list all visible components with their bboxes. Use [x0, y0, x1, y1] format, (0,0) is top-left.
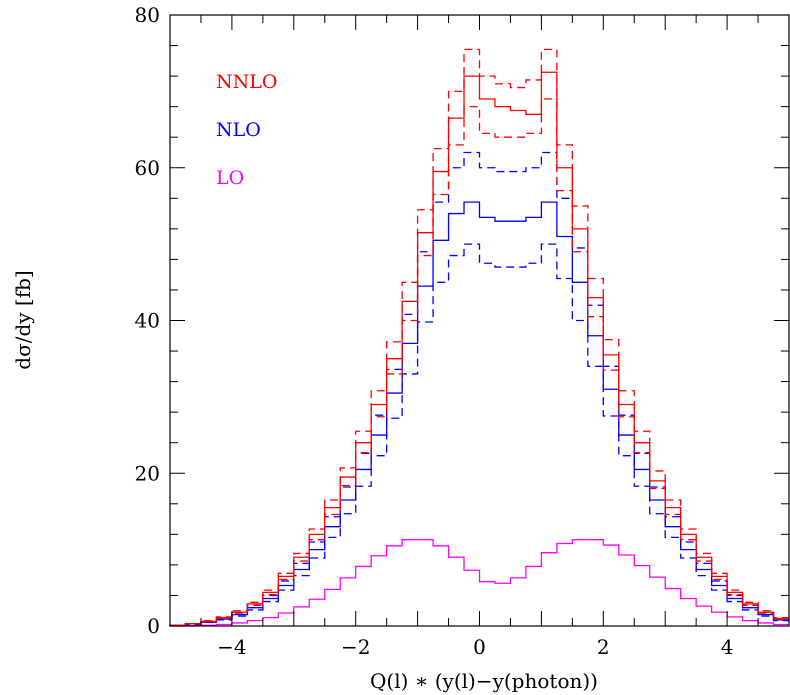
legend: NNLO NLO LO [216, 71, 277, 189]
series-nnlo-scale-upper [169, 48, 789, 626]
series-nnlo-scale-lower [169, 98, 789, 626]
series-nlo-scale-lower [169, 243, 789, 626]
x-tick-label: 4 [721, 635, 734, 659]
x-axis-title: Q(l) ∗ (y(l)−y(photon)) [370, 669, 598, 693]
x-tick-label: −2 [341, 635, 370, 659]
series-layer [169, 48, 789, 627]
y-axis-title: dσ/dy [fb] [11, 270, 35, 369]
series-nlo [169, 201, 789, 626]
legend-item-lo: LO [216, 167, 244, 189]
x-tick-label: 0 [473, 635, 486, 659]
x-tick-label: 2 [597, 635, 610, 659]
y-tick-label: 40 [135, 309, 160, 333]
series-lo [170, 539, 789, 627]
series-nnlo [169, 71, 789, 626]
x-tick-label: −4 [217, 635, 246, 659]
legend-item-nnlo: NNLO [216, 71, 277, 93]
y-tick-label: 60 [135, 156, 160, 180]
y-tick-label: 20 [135, 461, 160, 485]
y-tick-label: 80 [135, 3, 160, 27]
legend-item-nlo: NLO [216, 119, 261, 141]
y-tick-label: 0 [147, 614, 160, 638]
